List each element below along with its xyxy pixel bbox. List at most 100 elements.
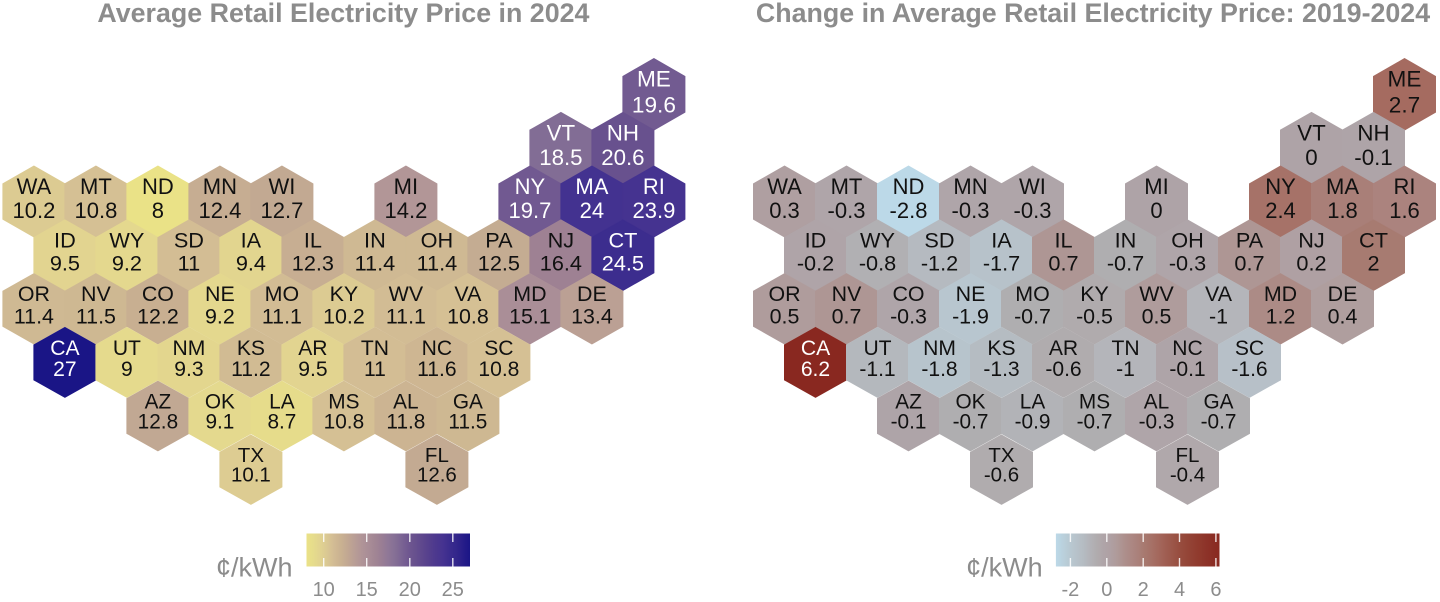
svg-text:2.7: 2.7: [1389, 93, 1420, 118]
svg-text:9.2: 9.2: [112, 251, 142, 276]
svg-text:-0.7: -0.7: [1014, 304, 1051, 328]
svg-text:-0.6: -0.6: [984, 463, 1019, 486]
svg-text:9: 9: [121, 358, 133, 381]
svg-text:NY: NY: [515, 174, 546, 199]
svg-text:MA: MA: [1326, 174, 1359, 199]
svg-text:20.6: 20.6: [601, 145, 644, 170]
svg-text:10.8: 10.8: [478, 358, 519, 381]
svg-text:GA: GA: [453, 390, 483, 413]
svg-text:19.6: 19.6: [632, 93, 676, 118]
svg-text:14.2: 14.2: [384, 198, 427, 223]
svg-text:0.3: 0.3: [769, 198, 800, 223]
svg-text:-2: -2: [1062, 579, 1080, 601]
svg-text:RI: RI: [1394, 174, 1416, 199]
svg-text:IN: IN: [1115, 228, 1137, 253]
svg-text:WI: WI: [268, 174, 295, 199]
svg-text:16.4: 16.4: [540, 251, 582, 276]
svg-text:-2.8: -2.8: [890, 198, 928, 223]
svg-text:FL: FL: [425, 444, 449, 467]
svg-text:IL: IL: [1054, 228, 1072, 253]
svg-text:UT: UT: [863, 337, 891, 360]
svg-text:10: 10: [313, 579, 335, 601]
svg-text:-0.1: -0.1: [1169, 358, 1205, 381]
svg-text:MI: MI: [394, 174, 418, 199]
svg-text:LA: LA: [269, 390, 295, 413]
svg-text:WY: WY: [860, 228, 895, 253]
svg-text:-0.7: -0.7: [1107, 251, 1144, 276]
svg-text:9.1: 9.1: [205, 411, 234, 434]
svg-text:-0.3: -0.3: [890, 304, 927, 328]
svg-text:12.2: 12.2: [137, 304, 179, 328]
svg-text:KS: KS: [237, 337, 265, 360]
svg-text:NH: NH: [1357, 120, 1389, 145]
svg-text:OH: OH: [1171, 228, 1204, 253]
svg-text:6.2: 6.2: [801, 358, 830, 381]
svg-text:CO: CO: [892, 282, 924, 306]
svg-text:WA: WA: [17, 174, 52, 199]
svg-text:TN: TN: [1111, 337, 1139, 360]
svg-text:-1.6: -1.6: [1231, 358, 1267, 381]
svg-text:ID: ID: [54, 228, 76, 253]
svg-text:11.1: 11.1: [386, 304, 426, 328]
svg-text:-0.1: -0.1: [891, 411, 927, 434]
svg-text:15: 15: [356, 579, 378, 601]
svg-text:11.5: 11.5: [448, 411, 487, 434]
svg-text:CA: CA: [801, 337, 831, 360]
svg-text:24: 24: [580, 198, 604, 223]
svg-text:CA: CA: [50, 337, 80, 360]
svg-text:-0.1: -0.1: [1354, 145, 1392, 170]
svg-text:0.7: 0.7: [1048, 251, 1078, 276]
svg-text:10.8: 10.8: [324, 411, 364, 434]
svg-text:12.7: 12.7: [260, 198, 303, 223]
svg-text:9.4: 9.4: [236, 251, 266, 276]
svg-text:0: 0: [1305, 145, 1317, 170]
svg-text:ND: ND: [893, 174, 925, 199]
svg-text:VA: VA: [1205, 282, 1233, 306]
svg-text:-0.5: -0.5: [1076, 304, 1113, 328]
svg-text:-0.3: -0.3: [828, 198, 866, 223]
svg-text:10.2: 10.2: [323, 304, 365, 328]
svg-text:MS: MS: [1079, 390, 1110, 413]
svg-text:-1.9: -1.9: [952, 304, 989, 328]
svg-text:0.4: 0.4: [1328, 304, 1358, 328]
svg-text:UT: UT: [113, 337, 141, 360]
svg-text:CT: CT: [1359, 228, 1388, 253]
svg-text:11.1: 11.1: [262, 304, 302, 328]
svg-text:-0.3: -0.3: [1014, 198, 1052, 223]
svg-text:2.4: 2.4: [1265, 198, 1296, 223]
svg-text:-0.3: -0.3: [1169, 251, 1206, 276]
svg-text:11.8: 11.8: [386, 411, 425, 434]
svg-text:18.5: 18.5: [539, 145, 582, 170]
svg-text:23.9: 23.9: [632, 198, 675, 223]
svg-text:IA: IA: [991, 228, 1012, 253]
svg-text:-1.7: -1.7: [983, 251, 1020, 276]
svg-text:-0.3: -0.3: [1139, 411, 1175, 434]
svg-text:11.5: 11.5: [76, 304, 116, 328]
svg-text:MO: MO: [1015, 282, 1049, 306]
svg-text:KY: KY: [1080, 282, 1109, 306]
svg-text:0.2: 0.2: [1296, 251, 1326, 276]
svg-text:Average Retail Electricity Pri: Average Retail Electricity Price in 2024: [97, 0, 589, 28]
svg-text:SD: SD: [174, 228, 204, 253]
svg-text:TX: TX: [988, 444, 1015, 467]
svg-text:9.2: 9.2: [205, 304, 235, 328]
svg-text:TN: TN: [361, 337, 389, 360]
svg-text:-1.1: -1.1: [859, 358, 895, 381]
svg-text:IL: IL: [304, 228, 322, 253]
svg-text:-0.3: -0.3: [952, 198, 990, 223]
svg-text:ID: ID: [805, 228, 827, 253]
svg-text:TX: TX: [238, 444, 265, 467]
svg-text:1.6: 1.6: [1389, 198, 1420, 223]
svg-text:0.5: 0.5: [770, 304, 800, 328]
svg-text:FL: FL: [1176, 444, 1200, 467]
svg-text:-1.3: -1.3: [983, 358, 1019, 381]
svg-text:OR: OR: [768, 282, 800, 306]
svg-text:MT: MT: [831, 174, 863, 199]
svg-text:VT: VT: [1297, 120, 1326, 145]
svg-text:15.1: 15.1: [509, 304, 551, 328]
svg-text:-0.4: -0.4: [1170, 463, 1205, 486]
svg-text:Change in Average Retail Elect: Change in Average Retail Electricity Pri…: [756, 0, 1430, 28]
svg-text:10.2: 10.2: [12, 198, 55, 223]
svg-text:NJ: NJ: [1298, 228, 1325, 253]
svg-text:9.5: 9.5: [298, 358, 327, 381]
